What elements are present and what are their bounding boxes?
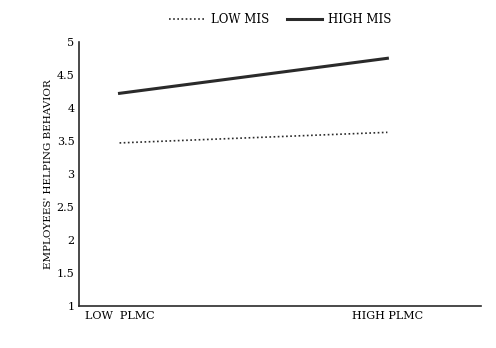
Y-axis label: EMPLOYEES' HELPING BEHAVIOR: EMPLOYEES' HELPING BEHAVIOR <box>44 79 53 269</box>
Legend: LOW MIS, HIGH MIS: LOW MIS, HIGH MIS <box>165 8 396 30</box>
